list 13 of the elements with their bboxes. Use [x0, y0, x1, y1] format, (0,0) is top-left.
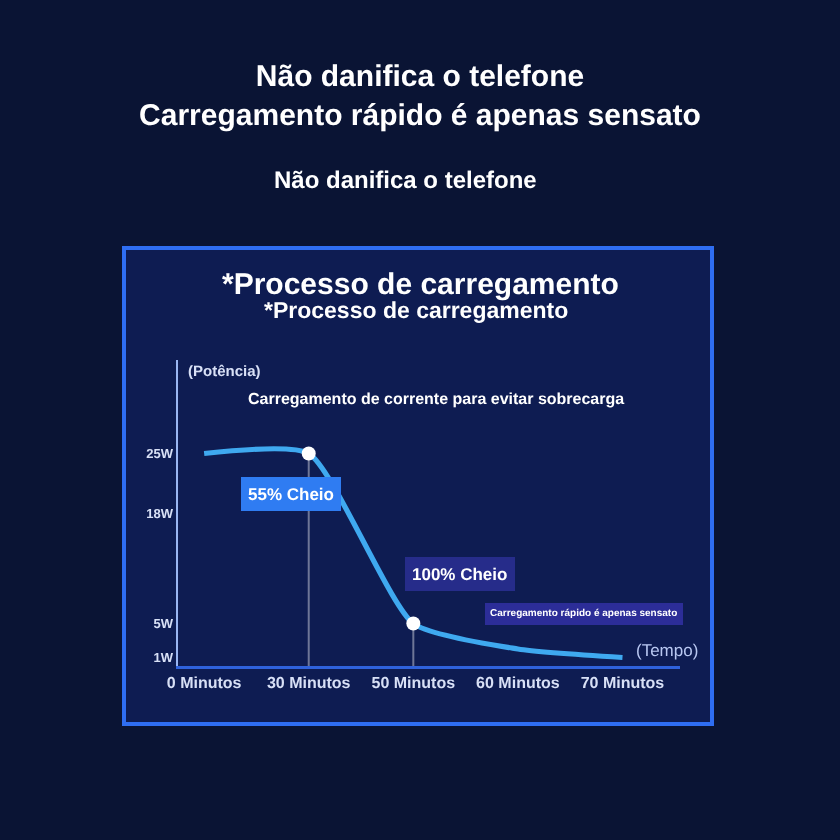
x-tick-label: 60 Minutos: [476, 674, 561, 693]
annotation: 55% Cheio: [248, 484, 334, 504]
x-tick-label: 30 Minutos: [266, 674, 352, 693]
x-tick-label: 0 Minutos: [166, 674, 243, 693]
text: *Processo de carregamento: [264, 300, 569, 324]
chart-title: Não danifica o telefone Carregamento rápido é apenas sensato: [139, 60, 701, 133]
x-tick-label: 50 Minutos: [371, 674, 457, 693]
x-tick-label: 70 Minutos: [580, 674, 666, 693]
text: *Processo de carregamento: [222, 268, 619, 302]
chart-subtitle: Não danifica o telefone: [274, 166, 538, 194]
x-axis-title: (Tempo): [636, 640, 699, 660]
annotation: 100% Cheio: [412, 564, 508, 584]
annotation: Carregamento de corrente para evitar sobrecarga: [248, 390, 626, 408]
